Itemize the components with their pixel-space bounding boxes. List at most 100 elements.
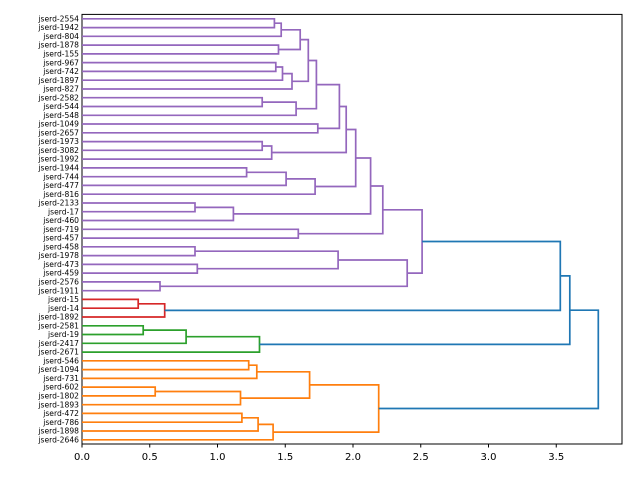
dendrogram-links bbox=[82, 17, 600, 441]
x-tick-label: 3.5 bbox=[548, 452, 564, 463]
dendrogram-link-purple bbox=[82, 202, 196, 213]
leaf-label: jserd-477 bbox=[42, 181, 79, 190]
leaf-label: jserd-548 bbox=[42, 111, 79, 120]
x-tick-label: 2.5 bbox=[413, 452, 429, 463]
dendrogram-link-purple bbox=[296, 59, 318, 110]
leaf-label: jserd-1898 bbox=[37, 427, 79, 436]
dendrogram-link-orange bbox=[82, 390, 242, 406]
dendrogram-link-orange bbox=[273, 384, 380, 433]
dendrogram-link-purple bbox=[382, 208, 423, 274]
leaf-label: jserd-731 bbox=[42, 374, 79, 383]
leaf-label: jserd-1911 bbox=[37, 286, 79, 295]
leaf-label: jserd-1973 bbox=[37, 137, 79, 146]
dendrogram-link-purple bbox=[82, 263, 199, 274]
leaf-label: jserd-1942 bbox=[37, 23, 79, 32]
dendrogram-link-orange bbox=[82, 423, 274, 441]
dendrogram-link-red bbox=[82, 302, 166, 318]
dendrogram-link-green bbox=[82, 335, 261, 353]
dendrogram-link-purple bbox=[271, 105, 348, 154]
leaf-label: jserd-1802 bbox=[37, 392, 79, 401]
dendrogram-link-purple bbox=[82, 206, 235, 222]
leaf-label: jserd-1878 bbox=[37, 41, 79, 50]
leaf-label: jserd-155 bbox=[42, 49, 79, 58]
dendrogram-link-purple bbox=[82, 140, 264, 152]
leaf-label: jserd-458 bbox=[42, 242, 79, 251]
leaf-label: jserd-3082 bbox=[37, 146, 79, 155]
dendrogram-link-orange bbox=[82, 359, 250, 371]
dendrogram-link-purple bbox=[82, 123, 319, 134]
dendrogram-link-orange bbox=[82, 412, 243, 424]
leaf-label: jserd-2554 bbox=[37, 14, 79, 23]
leaf-label: jserd-546 bbox=[42, 356, 79, 365]
x-tick-label: 0.0 bbox=[74, 452, 90, 463]
leaf-label: jserd-2671 bbox=[37, 348, 79, 357]
x-tick-label: 0.5 bbox=[142, 452, 158, 463]
leaf-label: jserd-2646 bbox=[37, 435, 79, 444]
leaf-label: jserd-1892 bbox=[37, 313, 79, 322]
leaf-label: jserd-1897 bbox=[37, 76, 79, 85]
leaf-label: jserd-2133 bbox=[37, 199, 79, 208]
leaf-label: jserd-1978 bbox=[37, 251, 79, 260]
dendrogram-link-purple bbox=[82, 66, 284, 82]
dendrogram-link-purple bbox=[82, 245, 196, 257]
leaf-label: jserd-457 bbox=[42, 234, 79, 243]
dendrogram-link-purple bbox=[82, 178, 316, 196]
dendrogram-link-orange bbox=[240, 370, 311, 399]
dendrogram-link-purple bbox=[316, 83, 341, 130]
dendrogram-link-orange bbox=[82, 364, 258, 380]
leaf-label: jserd-2576 bbox=[37, 278, 79, 287]
leaf-label: jserd-816 bbox=[42, 190, 79, 199]
dendrogram-link-red bbox=[82, 298, 140, 310]
dendrogram-link-purple bbox=[82, 281, 161, 292]
dendrogram-link-green bbox=[82, 329, 187, 345]
leaf-labels: jserd-2554jserd-1942jserd-804jserd-1878j… bbox=[37, 14, 79, 444]
dendrogram-link-purple bbox=[82, 228, 300, 239]
dendrogram-link-orange bbox=[82, 386, 157, 397]
leaf-label: jserd-1992 bbox=[37, 155, 79, 164]
leaf-label: jserd-19 bbox=[47, 330, 79, 339]
leaf-label: jserd-2582 bbox=[37, 93, 79, 102]
leaf-label: jserd-742 bbox=[42, 67, 79, 76]
dendrogram-link-green bbox=[82, 324, 145, 336]
leaf-label: jserd-544 bbox=[42, 102, 79, 111]
x-tick-label: 1.0 bbox=[210, 452, 226, 463]
leaf-label: jserd-602 bbox=[42, 383, 79, 392]
dendrogram-link-purple bbox=[82, 44, 280, 55]
leaf-label: jserd-967 bbox=[42, 58, 79, 67]
dendrogram-link-purple bbox=[82, 72, 293, 90]
leaf-label: jserd-1893 bbox=[37, 400, 79, 409]
x-tick-label: 1.5 bbox=[277, 452, 293, 463]
leaf-label: jserd-473 bbox=[42, 260, 79, 269]
dendrogram-link-blue bbox=[378, 309, 600, 410]
leaf-label: jserd-1049 bbox=[37, 120, 79, 129]
leaf-label: jserd-804 bbox=[42, 32, 79, 41]
x-axis-ticks: 0.0 0.5 1.0 1.5 2.0 2.5 3.0 3.5 bbox=[74, 444, 564, 463]
x-tick-label: 3.0 bbox=[481, 452, 497, 463]
leaf-label: jserd-2657 bbox=[37, 128, 79, 137]
leaf-label: jserd-15 bbox=[47, 295, 79, 304]
leaf-label: jserd-719 bbox=[42, 225, 79, 234]
dendrogram-link-purple bbox=[195, 250, 339, 270]
dendrogram-link-purple bbox=[82, 101, 297, 117]
leaf-label: jserd-1944 bbox=[37, 163, 79, 172]
dendrogram-link-purple bbox=[315, 128, 357, 188]
leaf-label: jserd-2581 bbox=[37, 321, 79, 330]
dendrogram-link-purple bbox=[82, 145, 273, 160]
dendrogram-link-purple bbox=[82, 96, 264, 108]
dendrogram-link-purple bbox=[82, 171, 287, 187]
dendrogram-link-purple bbox=[82, 22, 283, 38]
leaf-label: jserd-2417 bbox=[37, 339, 79, 348]
leaf-label: jserd-14 bbox=[47, 304, 79, 313]
leaf-label: jserd-786 bbox=[42, 418, 79, 427]
leaf-label: jserd-472 bbox=[42, 409, 79, 418]
x-tick-label: 2.0 bbox=[345, 452, 361, 463]
leaf-label: jserd-1094 bbox=[37, 365, 79, 374]
dendrogram-link-purple bbox=[82, 61, 277, 73]
dendrogram-link-purple bbox=[82, 17, 276, 29]
leaf-label: jserd-744 bbox=[42, 172, 79, 181]
dendrogram-link-purple bbox=[82, 167, 248, 178]
leaf-label: jserd-460 bbox=[42, 216, 79, 225]
leaf-label: jserd-17 bbox=[47, 207, 79, 216]
